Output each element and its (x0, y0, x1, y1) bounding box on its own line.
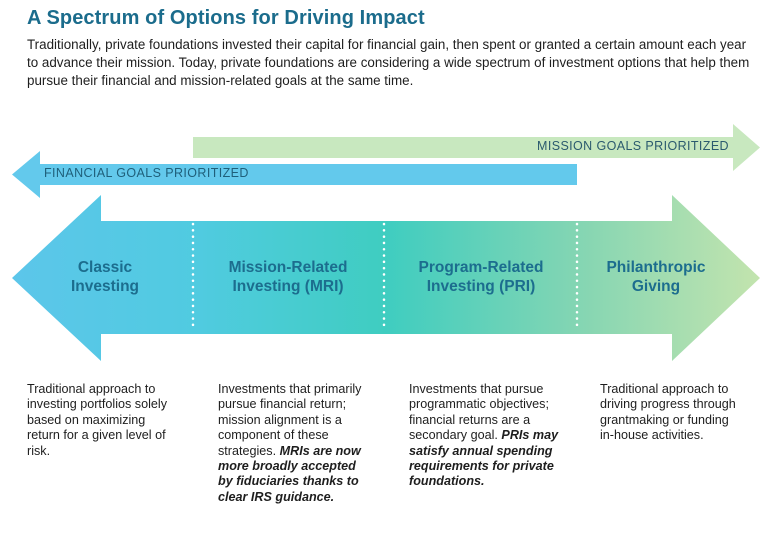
category-description-philanthropic: Traditional approach to driving progress… (600, 382, 740, 444)
description-text: Traditional approach to driving progress… (600, 382, 736, 443)
description-emphasis: MRIs are now more broadly accepted by fi… (218, 443, 361, 504)
category-title-classic: Classic Investing (46, 258, 164, 296)
category-description-classic: Traditional approach to investing portfo… (27, 382, 175, 459)
category-description-pri: Investments that pursue programmatic obj… (409, 382, 559, 490)
description-text: Traditional approach to investing portfo… (27, 382, 168, 458)
spectrum-arrow (12, 195, 760, 361)
category-title-line: Investing (MRI) (232, 278, 344, 295)
description-text: Investments that pursue programmatic obj… (409, 382, 549, 443)
category-title-line: Mission-Related (228, 259, 348, 276)
category-title-line: Investing (70, 278, 140, 295)
category-title-mri: Mission-Related Investing (MRI) (203, 258, 373, 296)
description-emphasis: PRIs may satisfy annual spending require… (409, 428, 559, 489)
category-title-line: Classic (77, 259, 133, 276)
page-title: A Spectrum of Options for Driving Impact (27, 7, 425, 29)
category-description-mri: Investments that primarily pursue financ… (218, 382, 366, 505)
category-title-line: Giving (631, 278, 681, 295)
category-title-line: Investing (PRI) (426, 278, 536, 295)
category-title-pri: Program-Related Investing (PRI) (396, 258, 566, 296)
description-text: Investments that primarily pursue financ… (218, 382, 362, 458)
category-title-philanthropic: Philanthropic Giving (588, 258, 724, 296)
financial-goals-arrow (12, 151, 577, 198)
mission-goals-arrow (193, 124, 760, 171)
category-title-line: Philanthropic (606, 259, 706, 276)
intro-paragraph: Traditionally, private foundations inves… (27, 37, 750, 88)
mission-goals-label: MISSION GOALS PRIORITIZED (537, 139, 729, 153)
financial-goals-label: FINANCIAL GOALS PRIORITIZED (44, 166, 249, 180)
category-title-line: Program-Related (418, 259, 544, 276)
